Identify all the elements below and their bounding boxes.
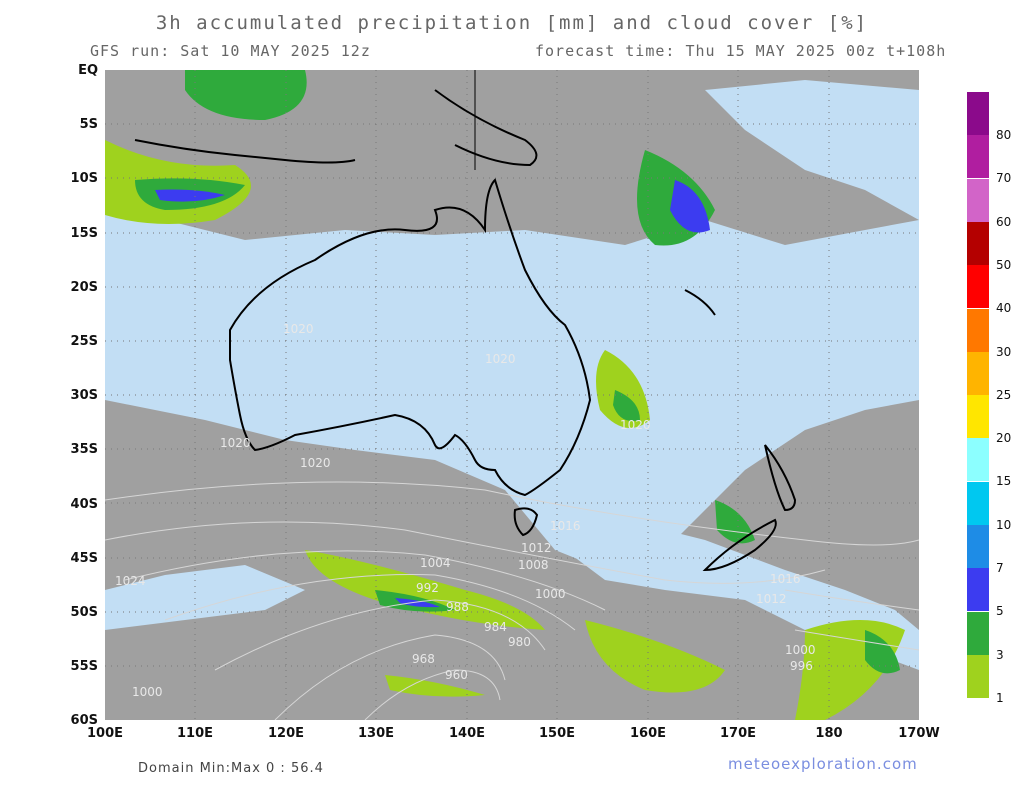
legend-swatch (967, 92, 989, 135)
lon-label: 150E (538, 726, 576, 741)
legend-swatch (967, 395, 989, 439)
legend-label: 20 (996, 431, 1012, 446)
legend-label: 25 (996, 387, 1012, 402)
model-run-label: GFS run: Sat 10 MAY 2025 12z (90, 42, 371, 60)
weather-map (105, 70, 919, 720)
lon-label: 140E (448, 726, 486, 741)
lon-label: 100E (86, 726, 124, 741)
legend-swatch (967, 438, 989, 482)
lat-label: 15S (70, 226, 98, 241)
lon-label: 180 (815, 726, 843, 741)
legend-swatch (967, 654, 989, 698)
lat-label: 50S (70, 605, 98, 620)
legend-label: 30 (996, 344, 1012, 359)
lon-label: 130E (357, 726, 395, 741)
legend-swatch (967, 525, 989, 568)
legend-swatch (967, 351, 989, 395)
legend-label: 10 (996, 517, 1012, 532)
lat-label: 5S (79, 117, 98, 132)
lat-label: 40S (70, 497, 98, 512)
legend-swatch (967, 221, 989, 265)
lon-label: 170W (898, 726, 940, 741)
chart-title: 3h accumulated precipitation [mm] and cl… (155, 12, 869, 34)
domain-min-max: Domain Min:Max 0 : 56.4 (138, 761, 324, 776)
lat-label: 55S (70, 659, 98, 674)
legend-label: 1 (996, 690, 1004, 705)
lat-label: 25S (70, 334, 98, 349)
lat-label: 45S (70, 551, 98, 566)
legend-swatch (967, 611, 989, 655)
legend-label: 40 (996, 301, 1012, 316)
legend-swatch (967, 265, 989, 309)
legend-swatch (967, 568, 989, 612)
lat-lon-grid (105, 70, 919, 720)
legend-swatch (967, 308, 989, 352)
lat-label: 35S (70, 442, 98, 457)
lat-label: 10S (70, 171, 98, 186)
lat-label: 30S (70, 388, 98, 403)
lon-label: 110E (176, 726, 214, 741)
legend-label: 15 (996, 474, 1012, 489)
legend-label: 3 (996, 647, 1004, 662)
legend-swatch (967, 481, 989, 525)
legend-label: 5 (996, 604, 1004, 619)
legend-label: 80 (996, 128, 1012, 142)
lon-label: 170E (719, 726, 757, 741)
legend-label: 50 (996, 257, 1012, 272)
legend-label: 70 (996, 171, 1012, 186)
credit-link[interactable]: meteoexploration.com (728, 755, 918, 773)
coastlines (134, 89, 797, 572)
lat-label: 20S (70, 280, 98, 295)
legend-label: 60 (996, 214, 1012, 229)
lon-label: 120E (267, 726, 305, 741)
lon-label: 160E (629, 726, 667, 741)
map-canvas (105, 70, 919, 720)
legend-label: 7 (996, 561, 1004, 575)
lat-label: EQ (78, 63, 98, 78)
lat-label: 60S (70, 713, 98, 728)
forecast-time-label: forecast time: Thu 15 MAY 2025 00z t+108… (535, 42, 947, 60)
legend-swatch (967, 135, 989, 179)
precipitation-areas (105, 70, 905, 720)
isobar-lines (105, 481, 919, 720)
legend-swatch (967, 178, 989, 222)
